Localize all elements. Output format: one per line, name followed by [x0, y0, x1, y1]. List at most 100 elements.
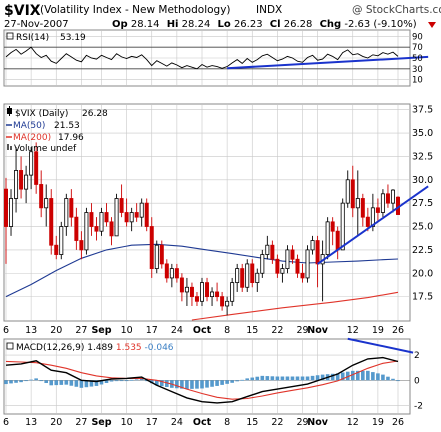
candle-body	[164, 263, 169, 279]
x-tick-label: 19	[372, 325, 384, 336]
macd-histogram-bar	[139, 379, 144, 381]
candle-body	[144, 202, 149, 227]
macd-histogram-bar	[195, 380, 199, 389]
candle	[189, 282, 194, 306]
macd-histogram-bar	[350, 370, 355, 381]
candle-body	[275, 258, 280, 274]
x-tick-label: 15	[246, 417, 258, 428]
candle	[29, 147, 34, 190]
macd-histogram-bar	[376, 373, 380, 381]
x-tick-label: 13	[25, 417, 37, 428]
price-y-tick-label: 37.5	[412, 105, 433, 116]
quote-high-value: 28.24	[182, 19, 211, 30]
rsi-grid	[4, 31, 410, 85]
candle-body	[69, 198, 74, 218]
candle-body	[215, 291, 220, 298]
candle	[44, 184, 49, 227]
candle-body	[139, 202, 144, 218]
candle	[129, 207, 134, 232]
x-tick-label: 29	[296, 417, 308, 428]
candle	[89, 203, 94, 236]
candle	[285, 245, 290, 274]
macd-histogram-bar	[49, 380, 54, 386]
candle-body	[390, 189, 395, 204]
x-tick-label: 26	[392, 325, 404, 336]
macd-histogram-bar	[69, 380, 74, 386]
bar-icon-2	[10, 146, 12, 150]
macd-histogram-bar	[159, 380, 164, 387]
candle	[225, 296, 230, 316]
x-axis-labels: 6 6 13 13 20 20 27 27 Sep Sep 10 10 17 17 24 24 Oct Oct 8 8…	[3, 325, 404, 428]
candle-body	[14, 170, 19, 199]
macd-histogram-bar	[280, 376, 285, 381]
macd-histogram-bar	[275, 376, 280, 381]
price-y-tick-label: 27.5	[412, 198, 433, 209]
candle-body	[245, 263, 250, 288]
candle-body	[44, 198, 49, 209]
price-legend-value: 26.28	[82, 109, 108, 119]
candle	[169, 263, 174, 288]
quote-open-label: Op	[112, 19, 128, 30]
candle	[345, 170, 350, 208]
candle	[255, 268, 260, 292]
price-trendline	[317, 185, 429, 265]
macd-histogram-bar	[315, 375, 320, 381]
rsi-y-tick-label: 30	[412, 65, 423, 75]
x-tick-label: 20	[50, 325, 62, 336]
candle-body	[360, 198, 365, 218]
macd-histogram-bar	[54, 380, 59, 386]
price-candles	[4, 142, 400, 316]
candle	[300, 263, 305, 283]
candle-body	[9, 198, 14, 227]
candle	[49, 189, 54, 255]
candle-body	[54, 244, 59, 255]
ma200-line	[191, 291, 399, 321]
candle-body	[84, 212, 89, 251]
macd-histogram-bar	[114, 380, 119, 382]
candle-body	[225, 300, 230, 307]
candle	[210, 287, 215, 306]
macd-histogram-bar	[149, 380, 154, 384]
x-tick-label: 22	[271, 417, 283, 428]
x-tick-label: Oct	[193, 417, 212, 428]
candle-body	[89, 212, 94, 227]
ma50-line	[5, 243, 399, 298]
candle-body	[210, 291, 215, 298]
candle-body	[104, 212, 109, 223]
macd-histogram-bar	[255, 376, 260, 381]
x-tick-label: 12	[347, 325, 359, 336]
candle	[54, 235, 59, 260]
candle	[104, 203, 109, 227]
candle	[174, 263, 179, 283]
candle-body	[315, 240, 320, 265]
macd-histogram-bar	[180, 380, 184, 389]
macd-histogram-bar	[310, 375, 315, 381]
candle	[69, 189, 74, 227]
x-tick-label: 13	[25, 325, 37, 336]
price-y-tick-label: 20.0	[412, 268, 433, 279]
candle	[99, 207, 104, 236]
x-tick-label: 26	[392, 417, 404, 428]
candle-body	[345, 179, 350, 204]
x-tick-label: Sep	[91, 417, 111, 428]
candle	[14, 147, 19, 213]
candle	[94, 217, 99, 241]
candle-body	[24, 174, 29, 190]
macd-histogram-bar	[9, 380, 13, 384]
candle	[270, 240, 275, 264]
x-tick-label: 8	[224, 417, 230, 428]
candle-body	[265, 244, 270, 255]
rsi-y-tick-label: 10	[412, 76, 423, 86]
macd-histogram-bar	[99, 380, 104, 385]
candle	[330, 217, 335, 246]
macd-histogram-bar	[340, 372, 345, 381]
down-arrow-icon	[428, 22, 436, 28]
candle	[149, 217, 154, 278]
candle	[144, 198, 149, 232]
macd-histogram-bar	[134, 379, 139, 381]
candle-body	[305, 249, 310, 279]
candle	[79, 231, 84, 260]
macd-histogram-bar	[29, 379, 33, 381]
candle	[235, 263, 240, 292]
